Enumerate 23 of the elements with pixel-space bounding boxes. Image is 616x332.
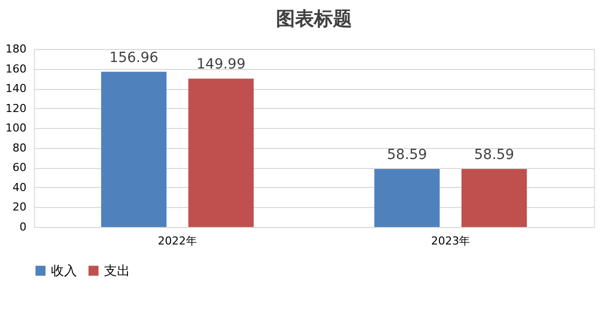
y-tick-label: 120 <box>6 102 26 115</box>
chart-title: 图表标题 <box>276 8 352 30</box>
data-label: 156.96 <box>109 50 158 66</box>
y-tick-label: 160 <box>6 62 26 76</box>
legend-label: 支出 <box>104 264 130 279</box>
x-tick-label: 2022年 <box>158 234 197 248</box>
y-tick-label: 100 <box>6 122 26 135</box>
y-tick-label: 180 <box>6 42 26 56</box>
y-tick-label: 140 <box>6 82 26 96</box>
x-tick-label: 2023年 <box>431 234 470 248</box>
data-label: 149.99 <box>196 56 246 73</box>
y-tick-label: 0 <box>20 220 26 234</box>
bar <box>461 169 527 227</box>
data-label: 58.59 <box>386 147 428 164</box>
bar <box>374 169 440 227</box>
y-tick-label: 20 <box>12 200 26 214</box>
bar <box>188 78 254 227</box>
legend-label: 收入 <box>51 264 77 279</box>
bar <box>101 72 167 227</box>
data-label: 58.59 <box>474 147 514 164</box>
y-tick-label: 40 <box>12 180 26 194</box>
y-tick-label: 80 <box>12 141 26 154</box>
y-tick-label: 60 <box>12 161 26 174</box>
